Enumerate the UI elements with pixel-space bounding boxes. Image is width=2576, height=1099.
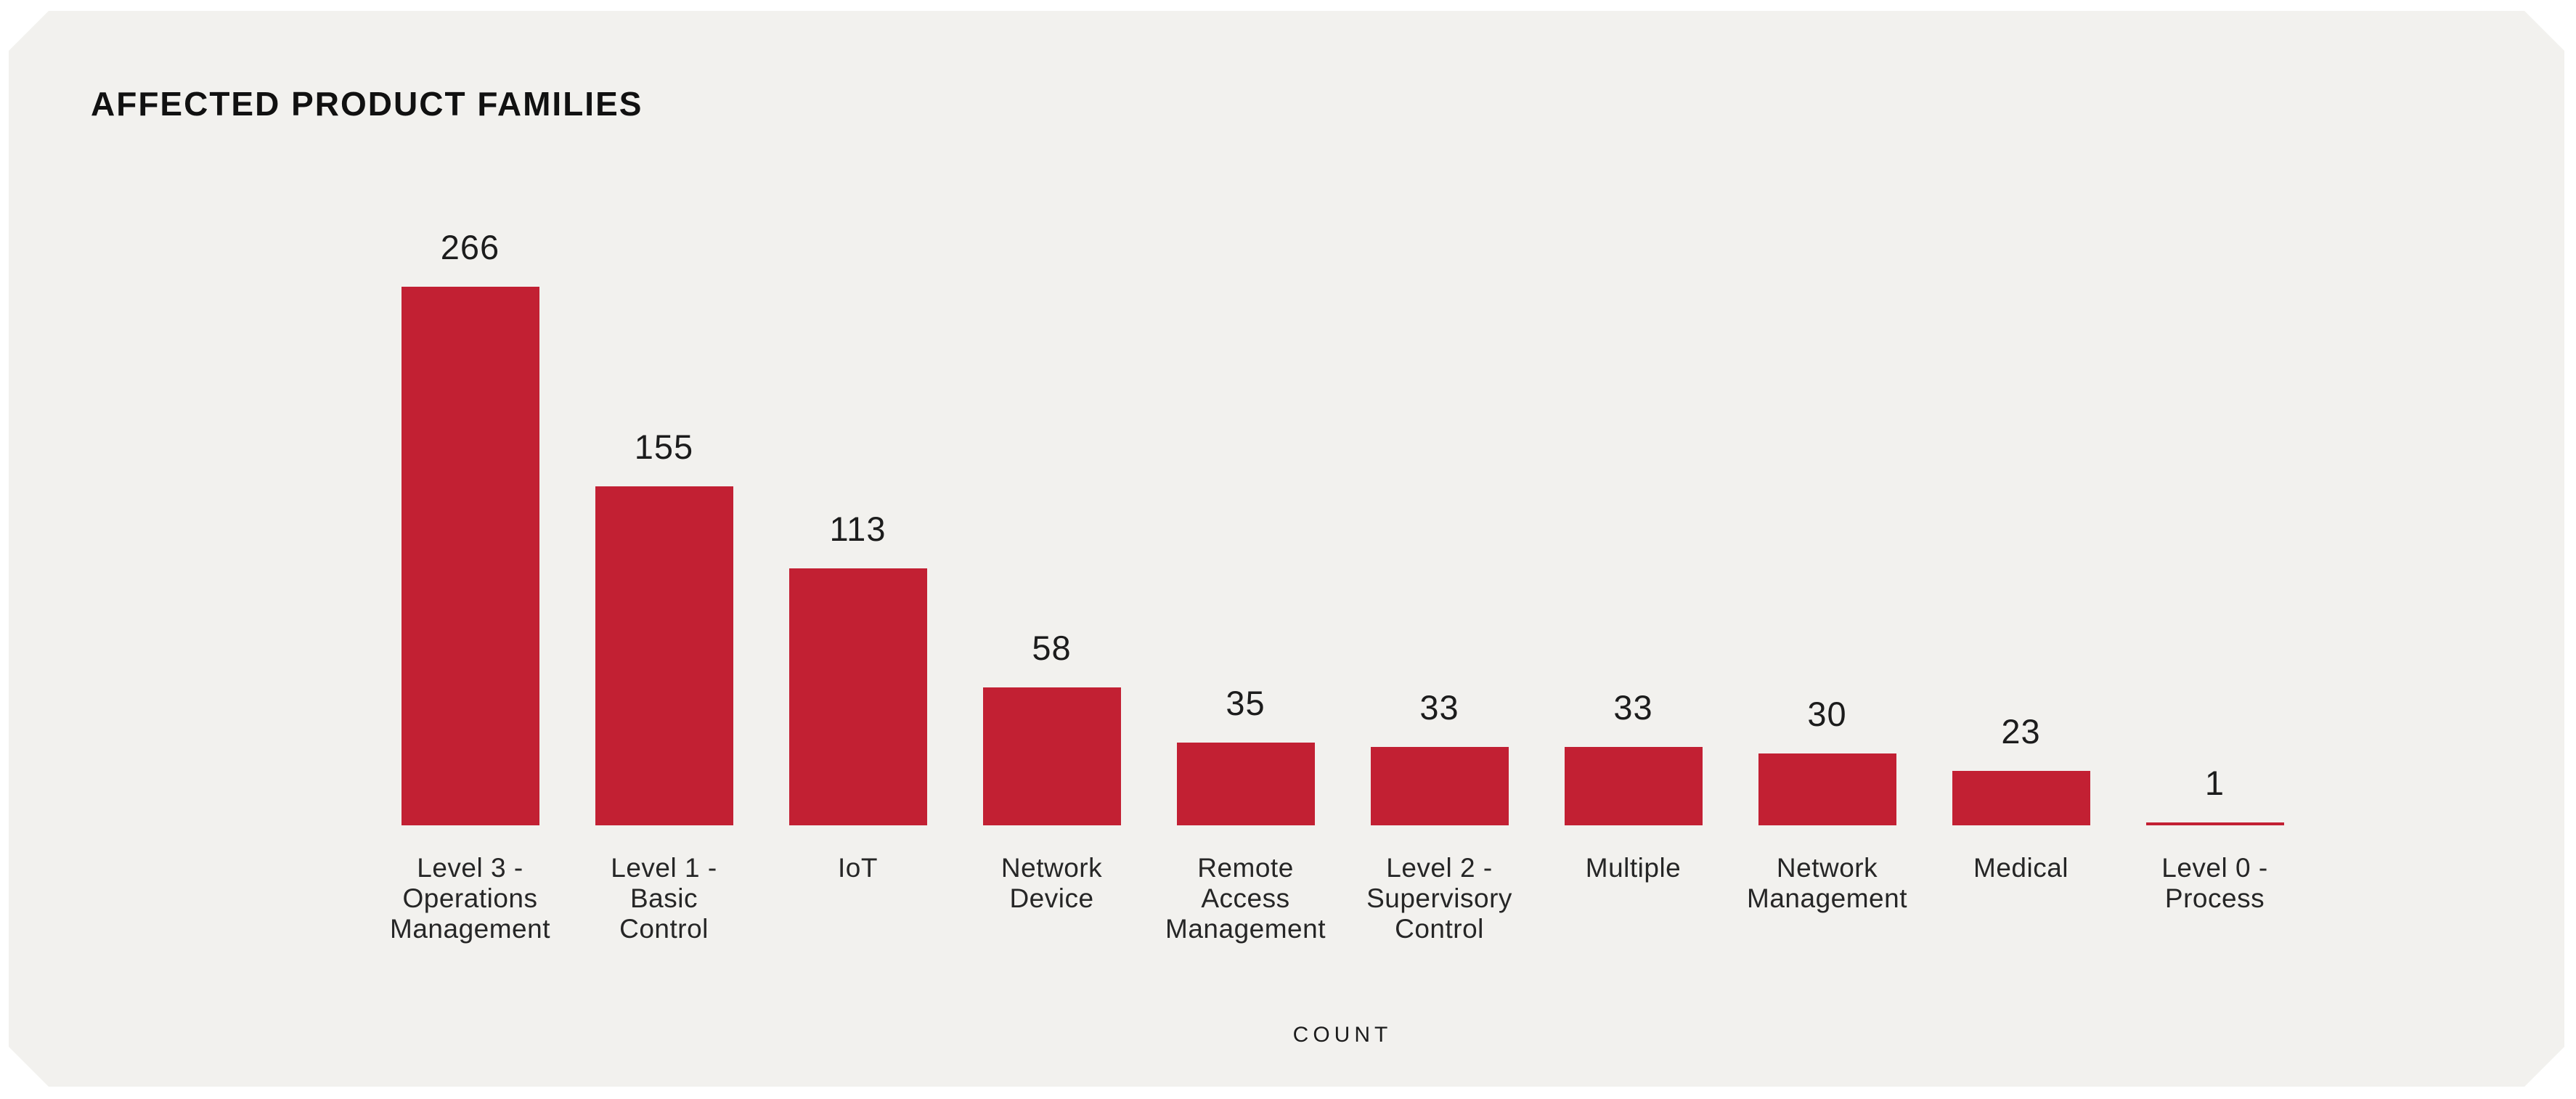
bar-value-label: 1 (2204, 764, 2225, 802)
bar-value-label: 155 (634, 428, 694, 466)
bar-value-label: 33 (1613, 688, 1653, 727)
x-axis-title: COUNT (1292, 1023, 1393, 1047)
bar-column: 266 (373, 11, 567, 825)
x-axis-tick-labels: Level 3 - Operations Management Level 1 … (373, 853, 2312, 944)
bar (1371, 747, 1509, 825)
x-axis-tick-label: Level 3 - Operations Management (390, 853, 550, 944)
x-axis-tick-label: Medical (1973, 853, 2068, 883)
bar-column: 33 (1536, 11, 1730, 825)
bar-column: 35 (1149, 11, 1342, 825)
bar-column: 33 (1342, 11, 1536, 825)
bar-column: 30 (1730, 11, 1924, 825)
bar (1177, 743, 1315, 825)
x-axis-tick-label: Level 1 - Basic Control (611, 853, 717, 944)
bar (1565, 747, 1703, 825)
bar (1952, 771, 2090, 825)
chart-card: AFFECTED PRODUCT FAMILIES 266 155 113 58… (9, 11, 2564, 1087)
bar-value-label: 33 (1419, 688, 1459, 727)
bar-value-label: 30 (1807, 695, 1847, 733)
x-axis-tick-label: Network Device (1000, 853, 1103, 913)
bar-value-label: 113 (829, 510, 886, 548)
bar-value-label: 58 (1032, 629, 1072, 667)
x-axis-tick-label: Level 2 - Supervisory Control (1366, 853, 1512, 944)
x-axis-tick-label: Multiple (1585, 853, 1682, 883)
bar (789, 568, 927, 825)
bar-column: 58 (955, 11, 1149, 825)
bar-column: 1 (2118, 11, 2312, 825)
bar-value-label: 23 (2001, 712, 2041, 751)
bar-column: 113 (761, 11, 955, 825)
bar-value-label: 35 (1226, 684, 1265, 722)
chart-title: AFFECTED PRODUCT FAMILIES (91, 85, 643, 123)
bar (1758, 753, 1896, 825)
x-axis-tick-label: Level 0 - Process (2161, 853, 2268, 913)
x-axis-tick-label: Network Management (1747, 853, 1907, 913)
bar-value-label: 266 (440, 228, 500, 266)
bar-column: 155 (567, 11, 761, 825)
bar-chart-plot: 266 155 113 58 35 33 33 30 (373, 11, 2312, 825)
bar (402, 287, 539, 825)
x-axis-tick-label: Remote Access Management (1165, 853, 1326, 944)
bar-column: 23 (1924, 11, 2118, 825)
x-axis-tick-label: IoT (838, 853, 878, 883)
bar (2146, 822, 2284, 825)
bar (595, 486, 733, 825)
bar (983, 687, 1121, 825)
